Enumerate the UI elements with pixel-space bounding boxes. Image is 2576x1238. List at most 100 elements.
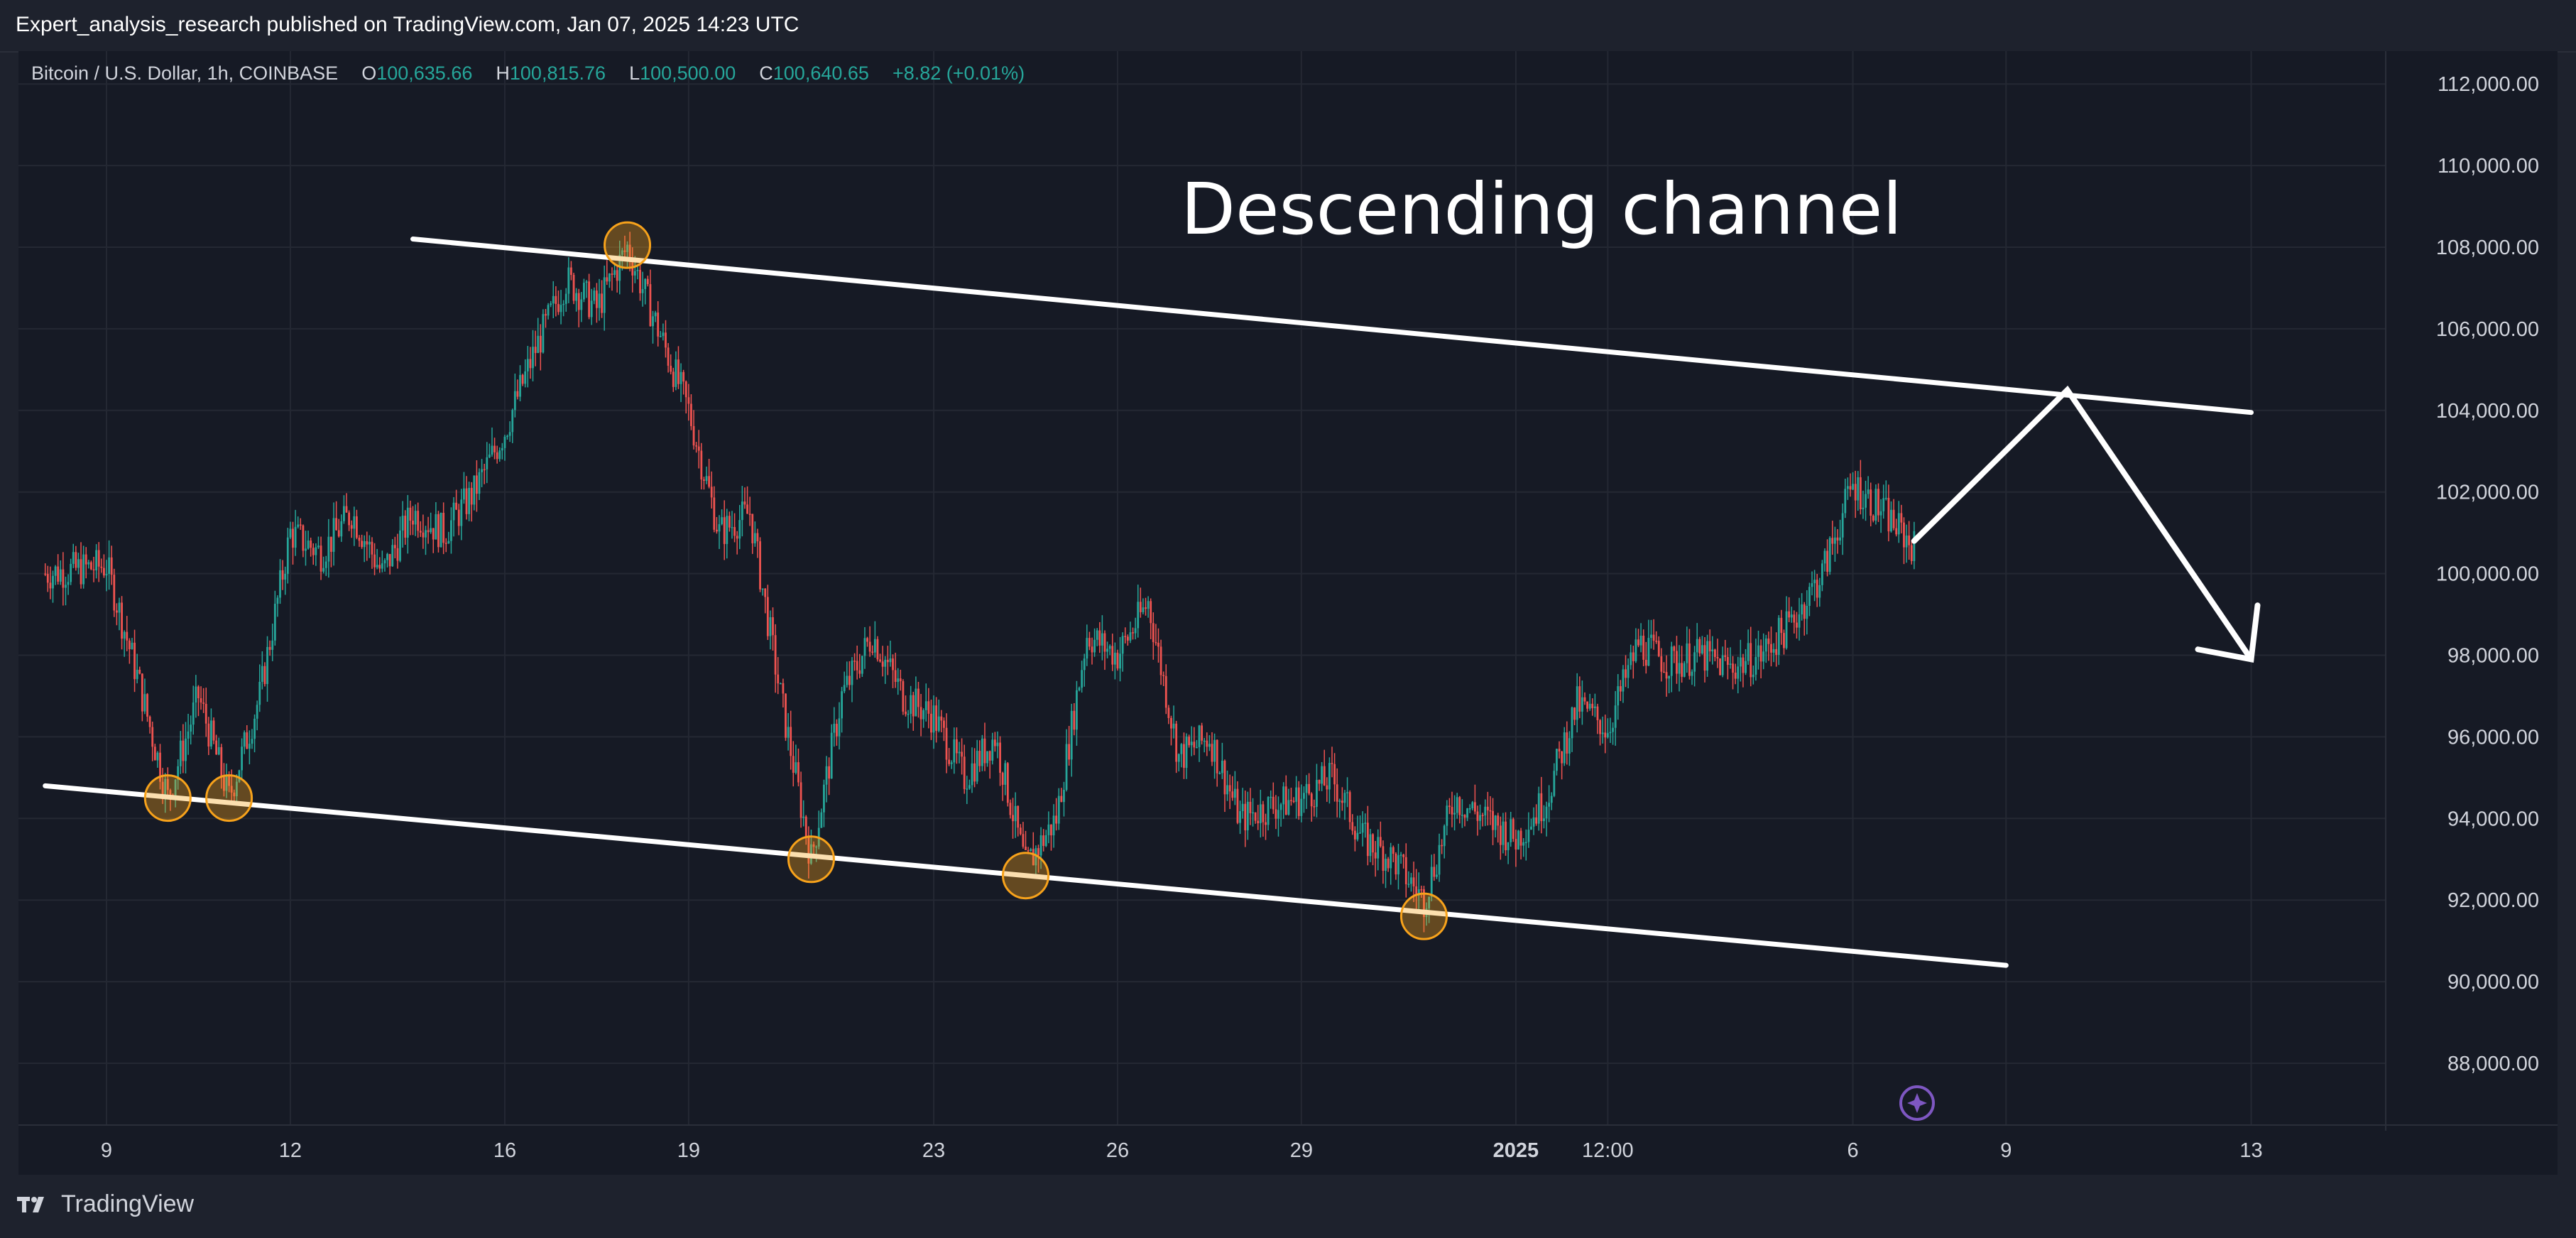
candle [450,507,452,554]
touch-marker[interactable] [604,221,652,269]
touch-marker[interactable] [205,774,253,822]
candle [1540,776,1543,834]
candle [1206,732,1208,756]
candle [1336,768,1338,818]
candle [1331,746,1333,778]
projection-path[interactable] [1911,385,2254,663]
candle [1402,853,1405,869]
candle [1134,617,1137,640]
candle [136,653,138,684]
sparkle-icon[interactable] [1899,1085,1935,1121]
candle [703,477,705,490]
symbol-description[interactable]: Bitcoin / U.S. Dollar, 1h, COINBASE [31,63,339,84]
candle [1877,483,1879,522]
candle [1374,840,1377,877]
projection-arrowhead [2195,602,2261,663]
candle [1708,629,1711,662]
touch-marker[interactable] [1399,892,1448,940]
candle [1548,785,1551,822]
channel-lower-line[interactable] [43,783,2009,968]
candle [705,466,708,484]
time-tick-label: 6 [1847,1139,1858,1162]
candle [836,719,838,746]
candle [743,487,746,509]
tradingview-logo[interactable]: TradingView [17,1190,194,1218]
candle [1481,813,1484,827]
candle [1519,827,1522,860]
candle [1098,621,1101,653]
candle [1316,764,1318,818]
candle [958,742,961,764]
low-label: L [629,63,640,84]
candle [690,394,692,430]
candle [1055,798,1058,831]
candle [677,346,680,389]
candle [1905,524,1908,563]
candle [1372,833,1374,866]
candle [435,501,437,540]
candle [1246,791,1249,840]
candle [1670,641,1673,693]
candle [1588,693,1591,711]
candle [1515,830,1517,867]
price-chart[interactable]: 112,000.00 110,000.00 108,000.00 106,000.00… [18,51,2558,1175]
candle [153,744,156,761]
candle [1142,598,1145,614]
candle [1338,798,1341,818]
candle [1471,800,1474,810]
candle [1770,626,1772,667]
candle [1044,830,1047,847]
candle [649,269,652,327]
candle [1395,852,1397,880]
candle [892,654,894,688]
candle [1681,646,1683,683]
candle [1821,560,1823,592]
candle [1063,781,1065,817]
candle [1387,857,1390,872]
candle [1078,686,1081,692]
candle [1047,811,1050,844]
time-tick-label: 13 [2239,1139,2262,1162]
candle [1231,776,1234,801]
candle [1550,792,1553,810]
candle [590,288,593,325]
price-tick-label: 96,000.00 [2447,726,2539,749]
candle [1726,647,1729,680]
candle [131,638,133,650]
candle [532,330,534,381]
candle [1185,733,1188,779]
candle [49,566,52,599]
candle [1308,773,1311,796]
candle [897,668,900,695]
candle [121,596,123,650]
candle [769,610,772,650]
candle [1892,499,1895,531]
candle [123,630,126,657]
candle [879,653,881,663]
candle [1790,607,1793,623]
candle [1884,480,1887,501]
candle [1543,805,1545,829]
candle [1451,791,1453,827]
candle [876,636,879,662]
candle [128,638,131,664]
candle [419,521,422,537]
time-axis[interactable]: 9 12 16 19 23 26 29 2025 12:00 6 9 13 [101,1139,2263,1162]
candle [513,373,516,418]
candle [1035,845,1037,875]
price-tick-label: 104,000.00 [2436,400,2539,423]
candle [1841,503,1844,555]
candle [82,545,85,589]
touch-marker[interactable] [787,835,835,884]
candle [1497,813,1500,843]
candle [950,760,953,769]
channel-upper-line[interactable] [410,237,2254,416]
candle [1816,574,1818,607]
candle [1696,623,1698,663]
candle [575,288,578,312]
candle [1201,722,1204,745]
chart-panel[interactable]: 112,000.00 110,000.00 108,000.00 106,000.00… [18,51,2558,1175]
touch-marker[interactable] [143,774,192,822]
price-axis[interactable]: 112,000.00 110,000.00 108,000.00 106,000.00… [2436,73,2539,1075]
touch-marker[interactable] [1002,852,1049,900]
